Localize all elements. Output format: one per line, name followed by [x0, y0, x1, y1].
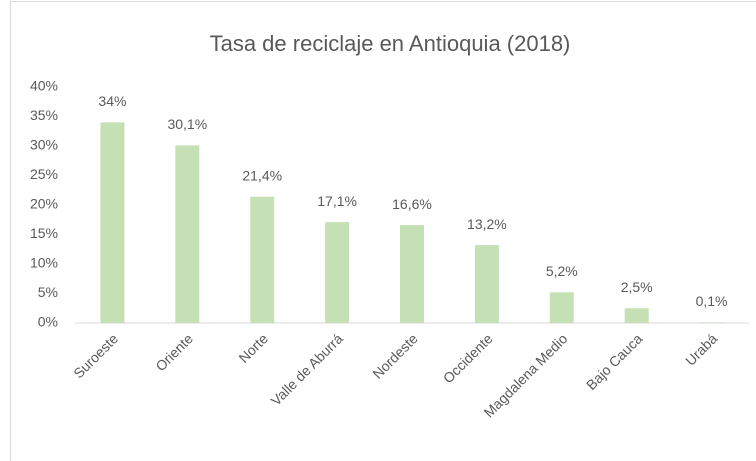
value-label: 30,1% — [167, 116, 207, 132]
x-tick-label: Norte — [235, 330, 271, 366]
value-label: 13,2% — [467, 216, 507, 232]
chart-title: Tasa de reciclaje en Antioquia (2018) — [210, 31, 571, 56]
value-label: 5,2% — [546, 263, 578, 279]
x-tick-label: Bajo Cauca — [583, 330, 646, 393]
y-tick-label: 30% — [30, 137, 58, 153]
y-tick-label: 0% — [38, 314, 58, 330]
y-tick-label: 10% — [30, 255, 58, 271]
bar — [549, 292, 574, 323]
x-tick-label: Suroeste — [70, 330, 121, 381]
y-tick-label: 35% — [30, 107, 58, 123]
bar — [325, 222, 350, 323]
y-tick-label: 25% — [30, 166, 58, 182]
value-label: 0,1% — [696, 293, 728, 309]
y-tick-label: 20% — [30, 196, 58, 212]
bar — [175, 145, 200, 323]
x-tick-label: Magdalena Medio — [481, 330, 571, 420]
x-tick-label: Urabá — [682, 330, 720, 368]
bar — [699, 322, 724, 323]
x-tick-label: Occidente — [440, 330, 496, 386]
x-tick-label: Valle de Aburrá — [268, 330, 346, 408]
y-tick-label: 40% — [30, 78, 58, 94]
value-label: 17,1% — [317, 193, 357, 209]
bar — [250, 196, 275, 323]
value-label: 34% — [98, 93, 126, 109]
bar — [624, 308, 649, 323]
bar — [474, 245, 499, 323]
x-tick-label: Nordeste — [369, 330, 421, 382]
value-label: 21,4% — [242, 167, 282, 183]
y-tick-label: 5% — [38, 284, 58, 300]
x-tick-label: Oriente — [152, 330, 196, 374]
value-label: 2,5% — [621, 279, 653, 295]
y-tick-label: 15% — [30, 225, 58, 241]
chart-border — [10, 1, 756, 461]
value-label: 16,6% — [392, 196, 432, 212]
bar — [400, 225, 424, 323]
bar — [100, 122, 125, 324]
